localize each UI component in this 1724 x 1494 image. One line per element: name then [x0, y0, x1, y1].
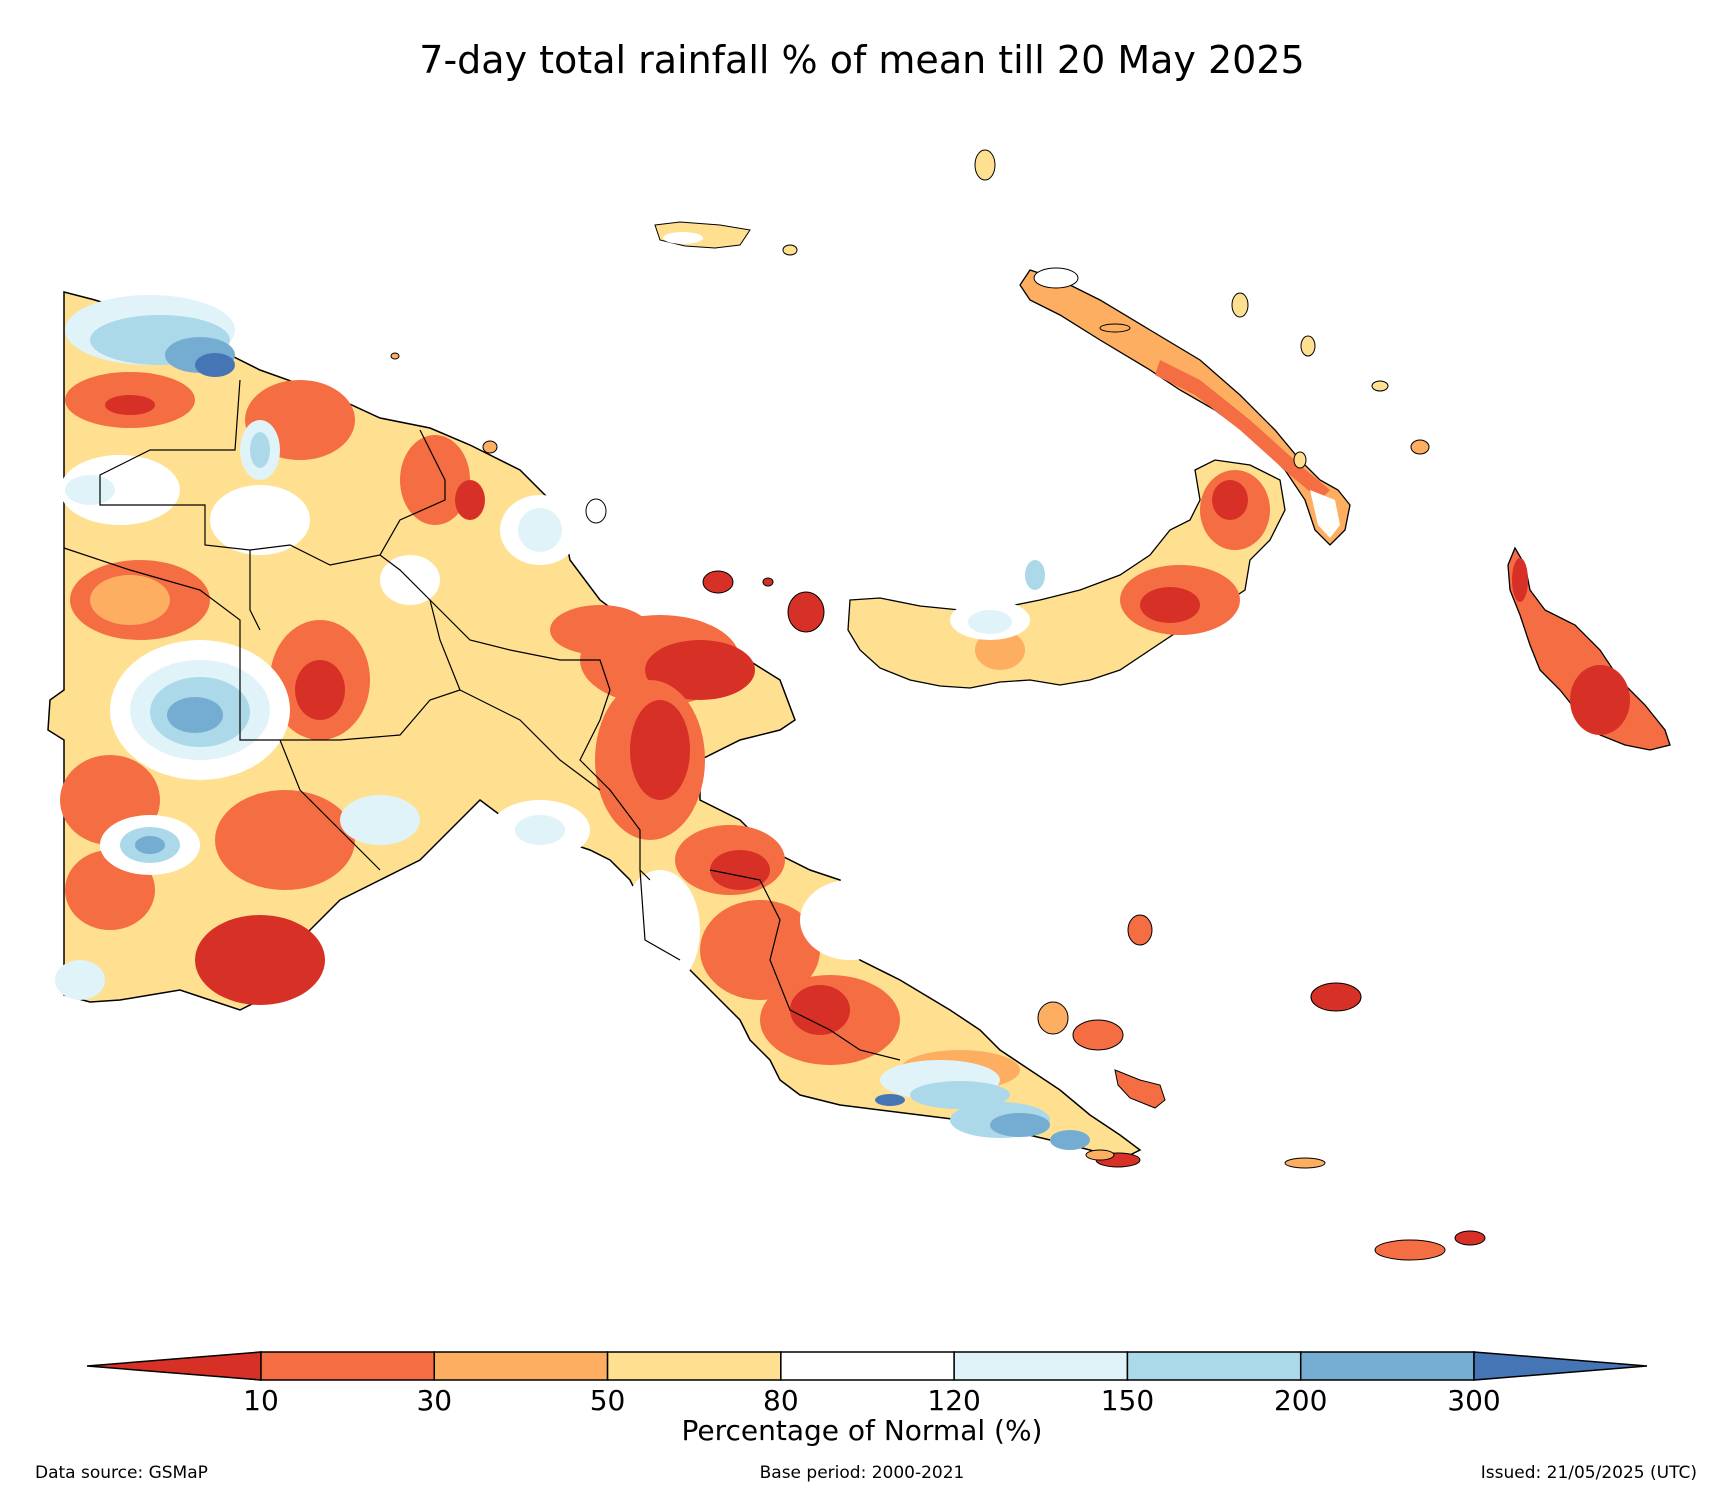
colorbar-segment — [606, 1351, 782, 1381]
colorbar-tick-label: 120 — [927, 1384, 981, 1417]
colorbar-tick-label: 80 — [763, 1384, 799, 1417]
colorbar-extend-low — [86, 1351, 262, 1381]
colorbar-segment — [1299, 1351, 1475, 1381]
colorbar-extend-high — [1473, 1351, 1648, 1381]
colorbar-tick-label: 300 — [1447, 1384, 1501, 1417]
bougainville — [1507, 546, 1671, 751]
colorbar-label: Percentage of Normal (%) — [681, 1414, 1043, 1447]
colorbar-ticks: 10 30 50 80 120 150 200 300 — [0, 1384, 1724, 1424]
northwest-blue — [65, 295, 235, 377]
base-period-note: Base period: 2000-2021 — [759, 1463, 965, 1483]
colorbar-segment — [260, 1351, 436, 1381]
colorbar-tick-label: 30 — [416, 1384, 453, 1417]
data-source-note: Data source: GSMaP — [35, 1463, 208, 1483]
province-boundaries — [63, 379, 901, 1061]
colorbar — [86, 1351, 1648, 1381]
colorbar-segment — [433, 1351, 609, 1381]
colorbar-tick-label: 150 — [1100, 1384, 1155, 1417]
mainland-patches — [55, 372, 1090, 1150]
colorbar-segment — [953, 1351, 1129, 1381]
colorbar-segment — [1126, 1351, 1302, 1381]
issued-date-note: Issued: 21/05/2025 (UTC) — [1480, 1463, 1697, 1483]
colorbar-segment — [780, 1351, 955, 1381]
new-britain — [847, 459, 1286, 689]
new-ireland — [1019, 269, 1351, 546]
colorbar-tick-label: 50 — [589, 1384, 626, 1417]
north-coast-islands — [702, 570, 825, 633]
milne-bay-islands — [1037, 914, 1486, 1261]
manus-islands — [390, 149, 1430, 524]
colorbar-tick-label: 10 — [243, 1384, 279, 1417]
map-title: 7-day total rainfall % of mean till 20 M… — [419, 38, 1305, 82]
colorbar-tick-label: 200 — [1273, 1384, 1328, 1417]
